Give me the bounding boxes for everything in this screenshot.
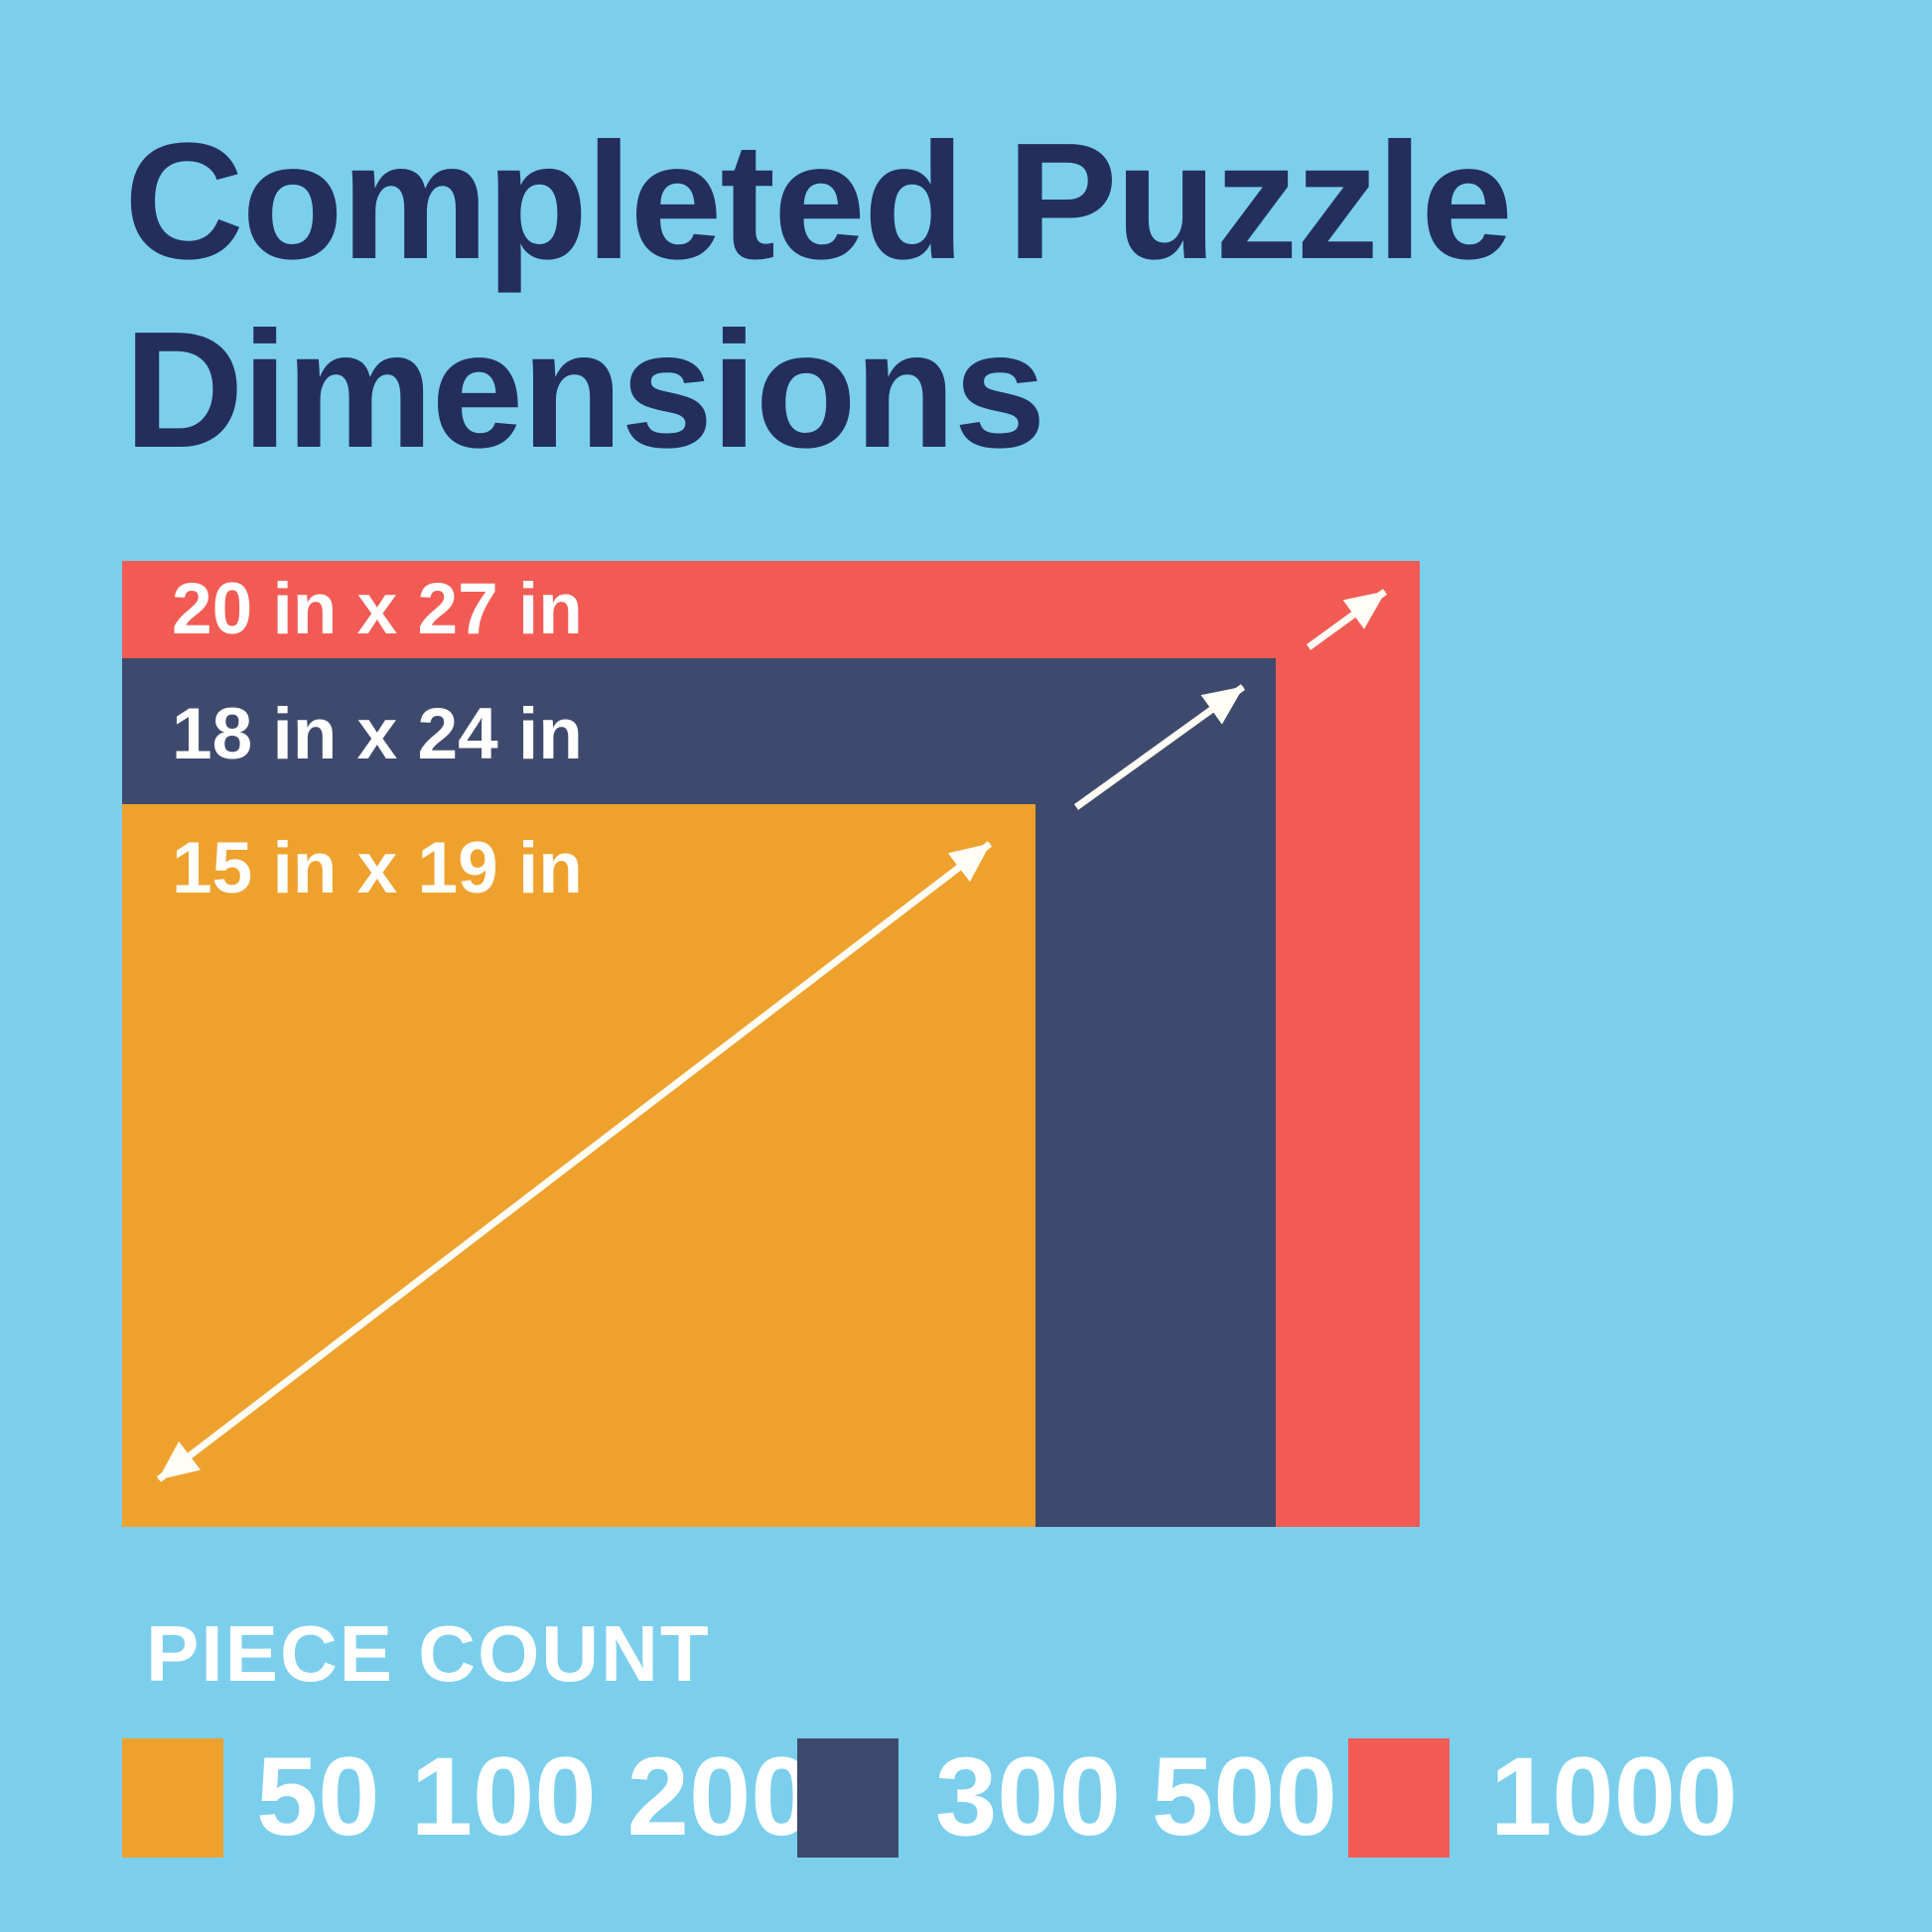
legend-label-1000: 1000 <box>1490 1734 1738 1859</box>
diagonal-arrow-medium-puzzles <box>1073 684 1246 810</box>
legend-label-300-500: 300 500 <box>935 1734 1337 1859</box>
dimension-label-20-in-x-27-in: 20 in x 27 in <box>172 569 583 649</box>
diagonal-arrow-small-puzzles <box>156 841 993 1482</box>
dimension-label-18-in-x-24-in: 18 in x 24 in <box>172 694 583 774</box>
page-title-line2: Dimensions <box>124 298 1046 483</box>
legend-label-50-100-200: 50 100 200 <box>256 1734 813 1859</box>
legend-heading: PIECE COUNT <box>146 1609 711 1698</box>
legend-swatch-coral <box>1348 1738 1449 1858</box>
legend-swatch-orange <box>122 1738 223 1858</box>
page-title: Completed Puzzle Dimensions <box>124 107 1513 484</box>
page-title-line1: Completed Puzzle <box>124 109 1513 294</box>
diagonal-arrow-large-puzzles <box>1306 589 1388 650</box>
legend-swatch-navy <box>797 1738 898 1858</box>
